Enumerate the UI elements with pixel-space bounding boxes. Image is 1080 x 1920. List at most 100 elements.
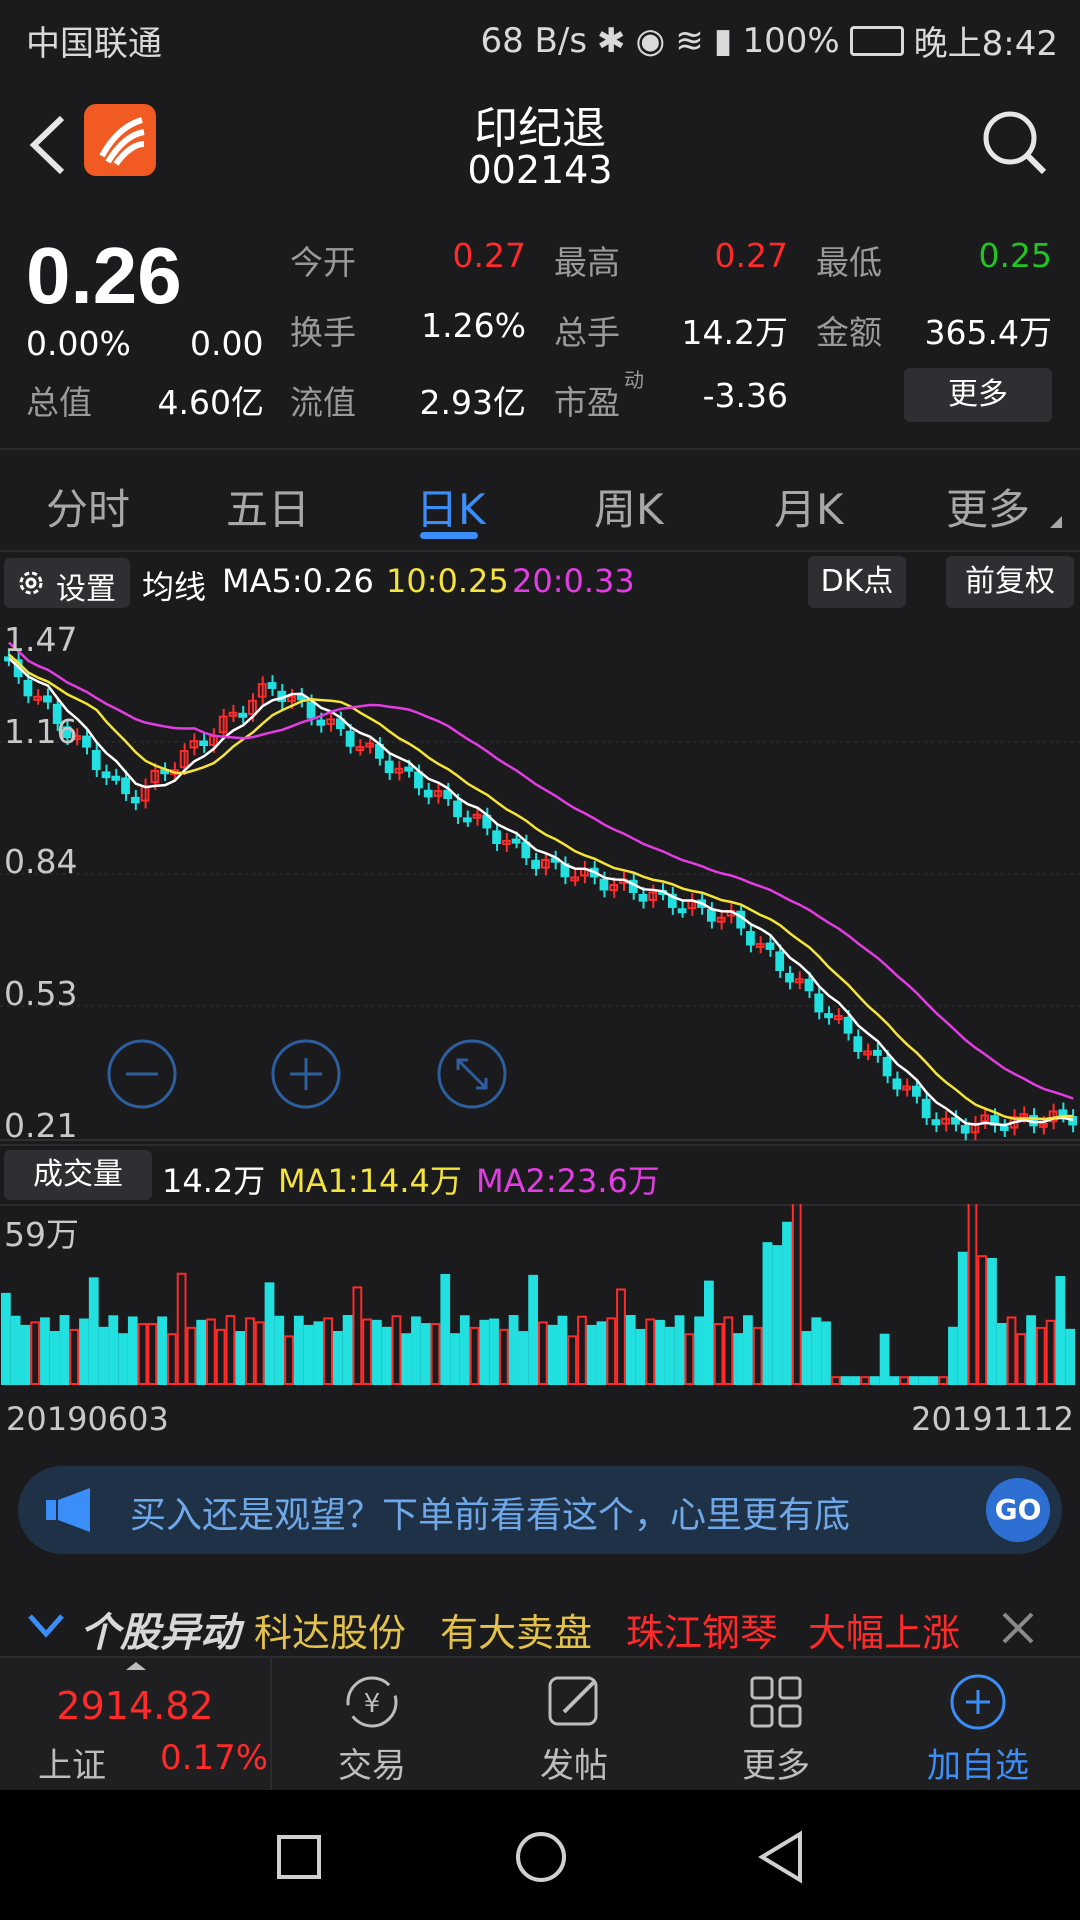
candle-body	[355, 746, 365, 752]
volume-bar	[118, 1333, 128, 1386]
quote-more-button[interactable]: 更多	[904, 368, 1052, 422]
settings-label: 设置	[56, 572, 116, 607]
settings-button[interactable]: 设置	[4, 558, 130, 608]
quote-panel: 0.26 0.00% 0.00 总值 4.60亿 今开 0.27 最高 0.27…	[0, 200, 1080, 450]
kline-toolbar: 设置 均线 MA5:0.26 10:0.25 20:0.33 DK点 前复权	[0, 552, 1080, 610]
candle-body	[609, 884, 619, 892]
candle-body	[941, 1117, 951, 1125]
promo-banner[interactable]: 买入还是观望？下单前看看这个，心里更有底 GO	[18, 1466, 1062, 1554]
candle-body	[443, 789, 453, 799]
volume-bar	[88, 1277, 99, 1385]
volume-bar	[108, 1315, 119, 1385]
volume-bar	[332, 1330, 343, 1385]
volume-bar	[948, 1326, 958, 1385]
grid-icon	[750, 1676, 802, 1728]
tab-weekly-k[interactable]: 周K	[594, 485, 664, 534]
volume-bar	[362, 1318, 373, 1385]
search-icon[interactable]	[978, 106, 1050, 178]
zoom-out-icon[interactable]	[106, 1038, 178, 1110]
volume-chart[interactable]: 59万	[0, 1187, 1080, 1386]
volume-bar	[245, 1317, 255, 1385]
volume-bar	[1016, 1333, 1027, 1386]
candle-body	[863, 1050, 872, 1056]
volume-bar	[918, 1376, 929, 1385]
volume-bar	[235, 1331, 246, 1386]
candle-body	[794, 978, 804, 984]
volume-bar	[547, 1324, 558, 1385]
volume-bar	[664, 1326, 675, 1385]
candle-body	[218, 715, 228, 734]
amount-label: 金额	[816, 313, 882, 352]
kline-svg	[0, 641, 1080, 1141]
nav-trade[interactable]: ¥ 交易	[272, 1658, 472, 1792]
candle-body	[33, 695, 43, 701]
candle-body	[951, 1117, 960, 1125]
tab-monthly-k[interactable]: 月K	[774, 485, 844, 534]
moving-average-line	[8, 641, 1074, 1100]
index-quote[interactable]: 2914.82 上证 0.17%	[0, 1658, 272, 1792]
app-logo	[84, 104, 156, 176]
candle-body	[882, 1057, 892, 1077]
volume-bar	[782, 1221, 792, 1385]
candle-body	[912, 1085, 921, 1097]
nav-post[interactable]: 发帖	[474, 1658, 674, 1792]
open-label: 今开	[290, 243, 356, 282]
volume-bar	[655, 1319, 665, 1386]
tab-five-day[interactable]: 五日	[226, 485, 311, 534]
volume-bar	[528, 1274, 539, 1385]
candle-body	[384, 760, 394, 774]
volume-bar	[381, 1326, 392, 1386]
candle-body	[335, 718, 345, 730]
tab-more[interactable]: 更多	[946, 485, 1031, 534]
candle-body	[833, 1015, 843, 1021]
dk-point-button[interactable]: DK点	[808, 556, 906, 608]
ticker-item1-name: 科达股份	[254, 1611, 407, 1655]
volume-bar	[293, 1315, 304, 1385]
volume-bar	[489, 1318, 499, 1385]
candle-body	[902, 1085, 912, 1091]
volume-bar	[469, 1326, 480, 1385]
volume-bar	[791, 1194, 802, 1385]
more-triangle-icon	[1050, 516, 1062, 528]
candle-body	[492, 830, 501, 845]
back-arrow-icon[interactable]	[22, 110, 78, 180]
tab-intraday[interactable]: 分时	[46, 485, 131, 534]
bluetooth-icon: ✱	[597, 20, 626, 61]
zoom-in-icon[interactable]	[270, 1038, 342, 1110]
chevron-down-icon[interactable]	[26, 1610, 66, 1640]
adjust-button[interactable]: 前复权	[946, 556, 1074, 608]
close-icon[interactable]	[998, 1608, 1038, 1648]
tab-daily-k[interactable]: 日K	[416, 485, 486, 534]
status-bar: 中国联通 68 B/s ✱ ◉ ≋ ▮ 100% 晚上8:42	[0, 0, 1080, 76]
candle-body	[775, 951, 785, 972]
volume-bar	[840, 1376, 851, 1385]
volume-bar	[938, 1376, 949, 1385]
volume-bar	[586, 1324, 597, 1385]
home-icon[interactable]	[514, 1830, 568, 1884]
candle-body	[960, 1125, 970, 1134]
volume-bar	[391, 1315, 402, 1385]
kline-chart[interactable]: 1.47 1.16 0.84 0.53 0.21	[0, 612, 1080, 1145]
volume-bar	[157, 1316, 167, 1385]
candle-body	[121, 777, 130, 795]
turnover-value: 1.26%	[421, 306, 526, 345]
nav-more[interactable]: 更多	[676, 1658, 876, 1792]
go-button[interactable]: GO	[986, 1478, 1050, 1542]
back-nav-icon[interactable]	[756, 1830, 806, 1884]
candle-body	[394, 767, 404, 774]
candle-body	[892, 1078, 902, 1090]
candle-body	[570, 876, 580, 882]
volume-bar	[703, 1280, 714, 1385]
candle-body	[52, 703, 62, 725]
recent-apps-icon[interactable]	[276, 1834, 322, 1880]
fullscreen-icon[interactable]	[436, 1038, 508, 1110]
volume-bar	[909, 1376, 919, 1385]
stock-alert-ticker[interactable]: 个股异动 科达股份 有大卖盘 珠江钢琴 大幅上涨	[0, 1590, 1080, 1660]
ma20-value: 20:0.33	[512, 562, 635, 600]
axis-label-min: 0.21	[4, 1106, 78, 1145]
axis-label-4: 0.53	[4, 974, 78, 1013]
volume-indicator-button[interactable]: 成交量	[4, 1150, 152, 1200]
pe-label: 市盈	[554, 383, 620, 422]
nav-add-watchlist[interactable]: 加自选	[878, 1658, 1078, 1792]
volume-bar	[801, 1331, 812, 1385]
